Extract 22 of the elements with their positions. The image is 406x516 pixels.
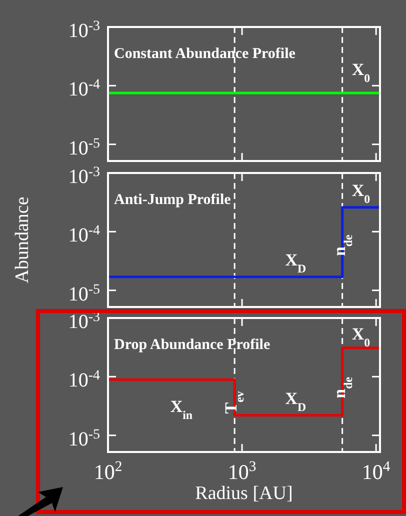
y-tick-label: 10$^{-5}$: [68, 282, 100, 306]
annotation: X$_{in}$: [170, 396, 193, 422]
x-tick-label: 10$^{4}$: [362, 459, 391, 484]
x-tick-label: 10$^{2}$: [94, 459, 122, 484]
y-tick-label: 10$^{-5}$: [68, 136, 100, 160]
y-tick-label: 10$^{-4}$: [68, 368, 100, 392]
annotation: X$_{0}$: [352, 180, 370, 206]
y-tick-label: 10$^{-3}$: [68, 164, 100, 188]
x-tick-label: 10$^{3}$: [228, 459, 256, 484]
text: Anti-Jump Profile: [114, 192, 232, 208]
x-axis-title: Radius [AU]: [195, 483, 293, 504]
y-tick-label: 10$^{-5}$: [68, 426, 100, 450]
text: Constant Abundance Profile: [114, 46, 296, 62]
y-tick-label: 10$^{-4}$: [68, 223, 100, 247]
y-axis-title: Abundance: [12, 196, 33, 284]
annotation: X$_{0}$: [352, 324, 370, 350]
text: Drop Abundance Profile: [114, 337, 270, 353]
y-tick-label: 10$^{-4}$: [68, 77, 100, 101]
y-tick-label: 10$^{-3}$: [68, 18, 100, 42]
annotation: X$_{0}$: [352, 60, 370, 86]
annotation: X$_{D}$: [285, 388, 306, 414]
annotation: X$_{D}$: [285, 250, 306, 276]
